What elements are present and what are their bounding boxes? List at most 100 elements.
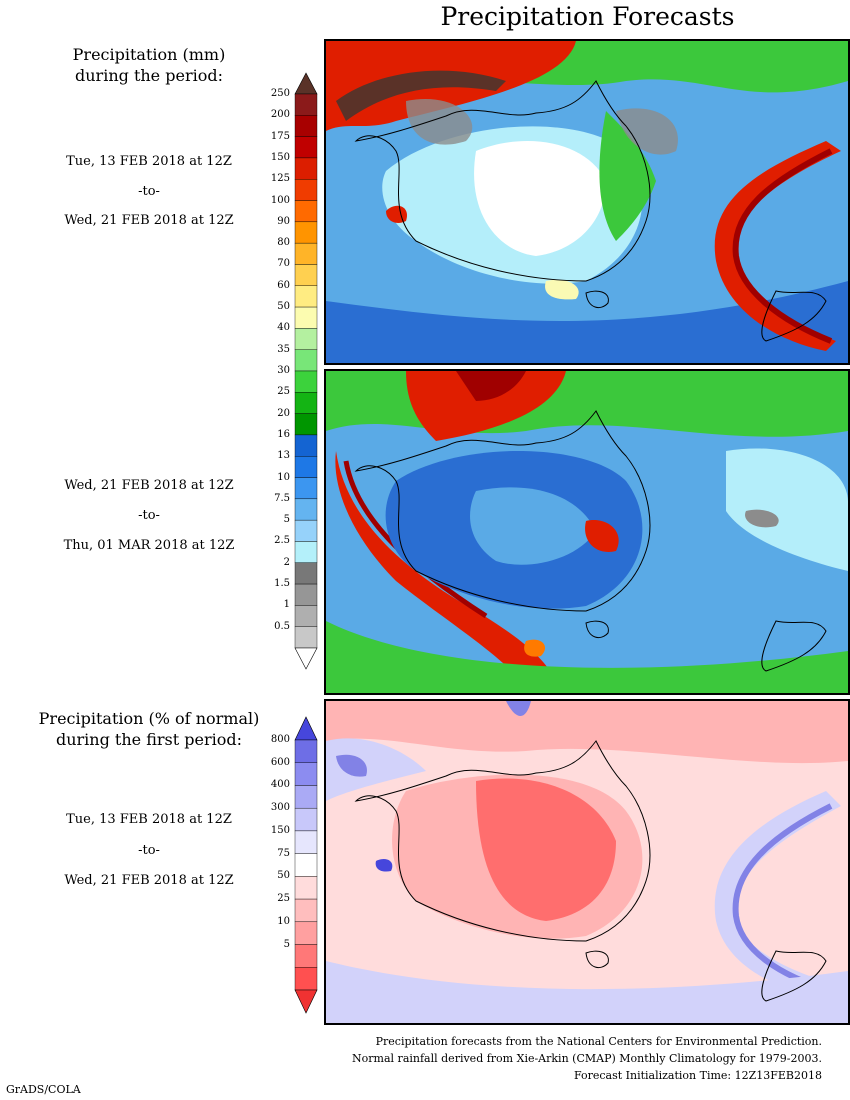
mm-colorbar-tick-label: 1.5 [274, 578, 290, 590]
mm-colorbar-swatch [294, 306, 318, 329]
pct-colorbar-swatch [294, 762, 318, 786]
mm-colorbar-tick-label: 20 [277, 407, 290, 419]
mm-colorbar-tick-label: 30 [277, 365, 290, 376]
pct-colorbar-tick-label: 300 [270, 802, 290, 814]
pct-colorbar-swatch [294, 807, 318, 832]
mm-colorbar-tick-label: 5 [283, 514, 290, 526]
mm-colorbar-swatch [294, 136, 318, 159]
footer-line1: Precipitation forecasts from the Nationa… [375, 1035, 822, 1048]
mm-legend-title-line1: Precipitation (mm) [72, 45, 226, 64]
pct-colorbar-tick-label: 600 [270, 756, 290, 768]
mm-colorbar-swatch [294, 392, 318, 414]
map-percent-normal [326, 701, 848, 1023]
mm-colorbar-tick-label: 175 [270, 130, 290, 142]
mm-colorbar-swatch [294, 349, 318, 372]
pct-colorbar-tick-label: 10 [277, 915, 290, 927]
page-title: Precipitation Forecasts [440, 2, 735, 31]
mm-colorbar-swatch [294, 370, 318, 393]
mm-colorbar-swatch [294, 477, 318, 500]
mm-colorbar-tick-label: 35 [277, 343, 290, 355]
mm-colorbar-swatch [294, 456, 318, 478]
mm-colorbar-swatch [294, 200, 318, 223]
pct-colorbar-tick-label: 25 [277, 893, 290, 905]
credit: GrADS/COLA [6, 1083, 81, 1096]
mm-colorbar-ticks: 250 200 175 150 125 100 90 80 70 60 50 40 35 30 25 20 16… [230, 72, 290, 670]
pct-colorbar-tick-label: 75 [277, 847, 290, 859]
mm-colorbar-tick-label: 25 [277, 386, 290, 398]
mm-colorbar-tick-label: 13 [277, 450, 290, 462]
mm-colorbar-swatch [294, 221, 318, 244]
pct-colorbar-swatch [294, 830, 318, 854]
period3-to: -to- [138, 843, 160, 858]
pct-colorbar-tick-label: 400 [270, 779, 290, 791]
pct-colorbar-bottom-triangle [294, 989, 318, 1014]
mm-colorbar-tick-label: 80 [277, 237, 290, 249]
mm-colorbar-swatch [294, 264, 318, 286]
period1-start: Tue, 13 FEB 2018 at 12Z [66, 154, 232, 169]
pct-colorbar-tick-label: 50 [277, 870, 290, 882]
mm-colorbar-swatch [294, 242, 318, 265]
pct-colorbar-ticks: 800 600 400 300 150 75 50 25 10 5 [230, 716, 290, 1014]
map-panel-percent-normal [324, 699, 850, 1025]
period1-to: -to- [138, 184, 160, 199]
period2-to: -to- [138, 508, 160, 523]
map-panel-period1 [324, 39, 850, 365]
mm-colorbar-tick-label: 60 [277, 279, 290, 291]
mm-colorbar-tick-label: 70 [277, 258, 290, 270]
mm-colorbar-tick-label: 7.5 [274, 492, 290, 504]
mm-colorbar-top-triangle [294, 72, 318, 95]
mm-colorbar-swatch [294, 583, 318, 606]
period2-start: Wed, 21 FEB 2018 at 12Z [64, 478, 234, 493]
mm-colorbar-swatch [294, 541, 318, 563]
mm-colorbar-tick-label: 50 [277, 301, 290, 313]
mm-colorbar-swatch [294, 605, 318, 627]
mm-colorbar-tick-label: 10 [277, 471, 290, 483]
mm-colorbar-swatch [294, 179, 318, 201]
map-precip-period1 [326, 41, 848, 363]
mm-colorbar-swatch [294, 285, 318, 308]
mm-colorbar-swatch [294, 434, 318, 457]
mm-colorbar-tick-label: 200 [270, 109, 290, 121]
mm-colorbar-swatch [294, 328, 318, 350]
mm-colorbar-tick-label: 2.5 [274, 535, 290, 547]
pct-colorbar-tick-label: 150 [270, 824, 290, 836]
period1-end: Wed, 21 FEB 2018 at 12Z [64, 213, 234, 228]
footer-line2: Normal rainfall derived from Xie-Arkin (… [352, 1052, 822, 1065]
period3-end: Wed, 21 FEB 2018 at 12Z [64, 873, 234, 888]
mm-colorbar-swatch [294, 519, 318, 542]
pct-legend-title-line1: Precipitation (% of normal) [38, 709, 260, 728]
mm-colorbar-bottom-triangle [294, 647, 318, 670]
mm-colorbar-tick-label: 16 [277, 428, 290, 440]
mm-colorbar-swatch [294, 115, 318, 137]
pct-legend-title: Precipitation (% of normal) during the f… [0, 708, 298, 750]
pct-colorbar-swatch [294, 898, 318, 923]
mm-legend-title-line2: during the period: [75, 66, 223, 85]
pct-colorbar-tick-label: 5 [283, 938, 290, 950]
pct-legend-title-line2: during the first period: [55, 730, 243, 749]
period2-end: Thu, 01 MAR 2018 at 12Z [63, 538, 235, 553]
mm-colorbar-swatch [294, 413, 318, 436]
map-panel-period2 [324, 369, 850, 695]
pct-colorbar-top-triangle [294, 716, 318, 741]
pct-colorbar-swatch [294, 876, 318, 900]
pct-colorbar-swatch [294, 944, 318, 968]
pct-colorbar-swatch [294, 785, 318, 809]
mm-colorbar-tick-label: 125 [270, 173, 290, 185]
pct-colorbar-swatch [294, 921, 318, 945]
pct-colorbar-swatch [294, 739, 318, 763]
mm-colorbar-tick-label: 90 [277, 215, 290, 227]
map-precip-period2 [326, 371, 848, 693]
mm-colorbar-swatch [294, 498, 318, 521]
mm-colorbar-tick-label: 150 [270, 151, 290, 163]
pct-colorbar-swatch [294, 853, 318, 877]
footer-line3: Forecast Initialization Time: 12Z13FEB20… [573, 1069, 822, 1082]
mm-colorbar-tick-label: 1 [283, 599, 290, 611]
pct-colorbar-tick-label: 800 [270, 734, 290, 745]
mm-colorbar-swatch [294, 93, 318, 116]
mm-colorbar-tick-label: 100 [270, 194, 290, 206]
mm-colorbar-tick-label: 40 [277, 322, 290, 334]
pct-colorbar-swatch [294, 967, 318, 991]
mm-colorbar-tick-label: 2 [283, 556, 290, 568]
mm-colorbar-tick-label: 250 [270, 88, 290, 99]
mm-colorbar-swatch [294, 157, 318, 180]
